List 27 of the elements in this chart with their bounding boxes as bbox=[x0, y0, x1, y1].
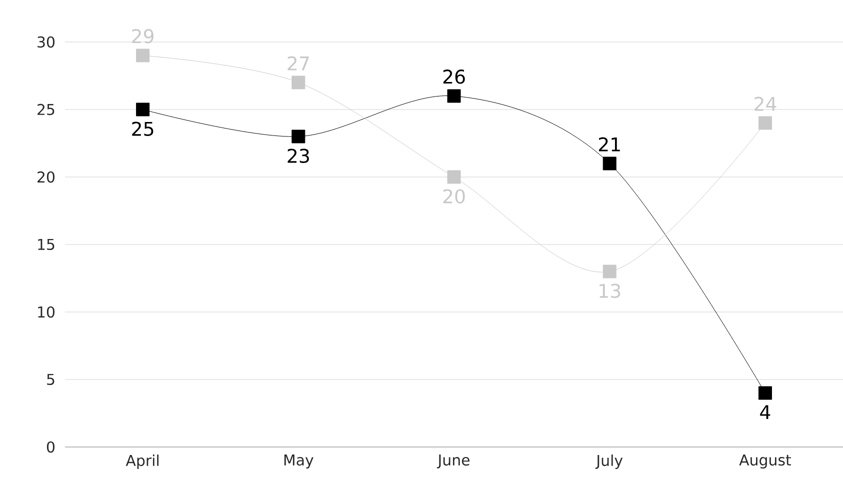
y-tick-label: 15 bbox=[38, 238, 54, 250]
point bbox=[292, 76, 306, 90]
y-tick-label: 25 bbox=[38, 104, 54, 116]
point bbox=[136, 102, 150, 116]
data-label: 23 bbox=[288, 148, 309, 164]
point bbox=[758, 386, 772, 400]
y-tick-label: 20 bbox=[38, 171, 54, 183]
data-label: 4 bbox=[760, 405, 770, 419]
point bbox=[602, 156, 616, 170]
y-tick-label: 0 bbox=[46, 441, 54, 453]
data-label: 25 bbox=[132, 122, 154, 136]
point bbox=[758, 116, 772, 130]
point bbox=[292, 130, 306, 144]
y-tick-label: 10 bbox=[38, 306, 54, 318]
y-tick-label: 30 bbox=[38, 36, 54, 48]
point bbox=[447, 170, 461, 184]
data-label: 26 bbox=[443, 69, 465, 84]
data-label: 21 bbox=[598, 137, 620, 152]
x-tick-label: August bbox=[739, 454, 792, 469]
x-tick-label: May bbox=[284, 454, 314, 469]
x-tick-label: April bbox=[126, 454, 158, 469]
point bbox=[136, 48, 150, 62]
y-tick-label: 5 bbox=[47, 374, 54, 386]
point bbox=[447, 89, 461, 103]
x-tick-label: June bbox=[436, 454, 470, 468]
point bbox=[602, 264, 616, 278]
x-tick-label: July bbox=[595, 454, 623, 469]
